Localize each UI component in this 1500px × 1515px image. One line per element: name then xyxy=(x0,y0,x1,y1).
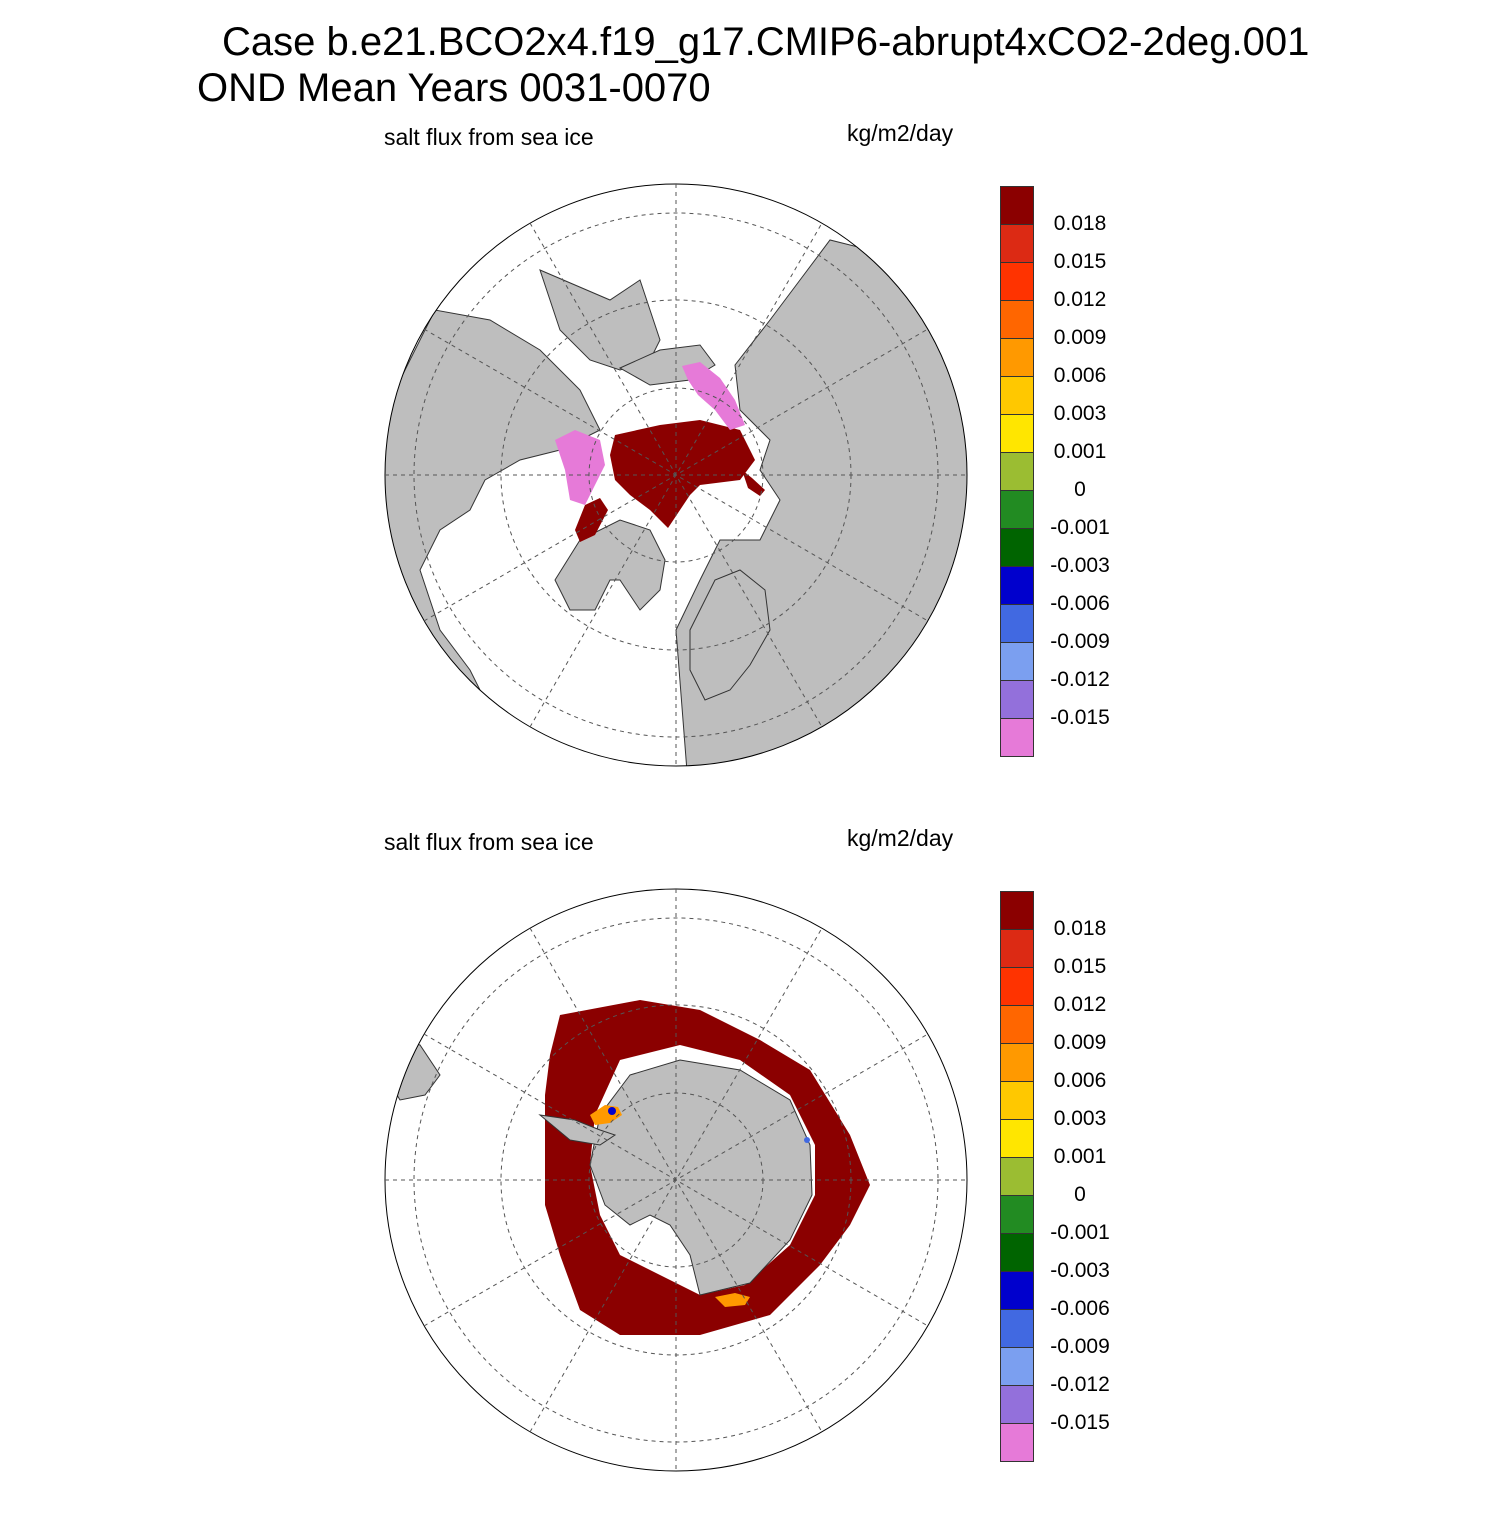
colorbar-tick-label: 0.018 xyxy=(1053,917,1107,940)
colorbar-swatch xyxy=(1000,1119,1034,1158)
salt-flux-coast-negative xyxy=(804,1137,810,1143)
colorbar-swatch xyxy=(1000,1347,1034,1386)
colorbar-swatch xyxy=(1000,967,1034,1006)
colorbar-swatch xyxy=(1000,262,1034,301)
colorbar-swatch xyxy=(1000,414,1034,453)
colorbar-swatch xyxy=(1000,1081,1034,1120)
north-polar-map xyxy=(384,183,968,767)
colorbar-tick-label: 0.015 xyxy=(1053,250,1107,273)
land-antarctica xyxy=(589,1059,813,1296)
colorbar-tick-label: 0.003 xyxy=(1053,402,1107,425)
colorbar-swatch xyxy=(1000,300,1034,339)
colorbar-swatch xyxy=(1000,929,1034,968)
colorbar-tick-label: 0.001 xyxy=(1053,1145,1107,1168)
colorbar-tick-label: -0.009 xyxy=(1050,630,1110,653)
colorbar-tick-label: -0.003 xyxy=(1050,554,1110,577)
figure-title: Case b.e21.BCO2x4.f19_g17.CMIP6-abrupt4x… xyxy=(222,20,1310,64)
north-polar-panel: salt flux from sea ice kg/m2/day xyxy=(0,110,1500,810)
south-polar-panel: salt flux from sea ice kg/m2/day xyxy=(0,815,1500,1515)
colorbar-swatch xyxy=(1000,186,1034,225)
variable-label: salt flux from sea ice xyxy=(384,124,594,150)
colorbar-tick-label: -0.003 xyxy=(1050,1259,1110,1282)
land-scandinavia xyxy=(689,569,771,701)
units-label: kg/m2/day xyxy=(847,120,954,146)
units-label: kg/m2/day xyxy=(847,825,954,851)
colorbar-tick-label: 0.003 xyxy=(1053,1107,1107,1130)
colorbar-tick-label: 0.015 xyxy=(1053,955,1107,978)
colorbar-tick-label: 0.012 xyxy=(1053,288,1107,311)
colorbar-swatch xyxy=(1000,528,1034,567)
south-polar-map xyxy=(384,888,968,1472)
colorbar-swatch xyxy=(1000,224,1034,263)
salt-flux-canadian-archipelago xyxy=(555,430,605,505)
colorbar-swatch xyxy=(1000,680,1034,719)
colorbar-swatch xyxy=(1000,1043,1034,1082)
colorbar-swatch xyxy=(1000,338,1034,377)
colorbar-tick-label: -0.001 xyxy=(1050,516,1110,539)
graticule xyxy=(385,184,967,766)
colorbar-swatch xyxy=(1000,718,1034,757)
colorbar-swatch xyxy=(1000,1195,1034,1234)
colorbar xyxy=(1000,186,1036,757)
colorbar-swatch xyxy=(1000,1309,1034,1348)
colorbar-tick-label: 0.009 xyxy=(1053,326,1107,349)
colorbar-tick-label: 0.009 xyxy=(1053,1031,1107,1054)
colorbar-tick-label: 0.006 xyxy=(1053,1069,1107,1092)
colorbar-swatch xyxy=(1000,1233,1034,1272)
colorbar-tick-label: 0.001 xyxy=(1053,440,1107,463)
colorbar-tick-label: -0.015 xyxy=(1050,1411,1110,1434)
variable-label: salt flux from sea ice xyxy=(384,829,594,855)
colorbar-tick-label: -0.012 xyxy=(1050,668,1110,691)
colorbar-swatch xyxy=(1000,891,1034,930)
colorbar-tick-label: 0.012 xyxy=(1053,993,1107,1016)
colorbar-swatch xyxy=(1000,1005,1034,1044)
colorbar-tick-label: -0.006 xyxy=(1050,592,1110,615)
colorbar-swatch xyxy=(1000,642,1034,681)
colorbar-tick-label: 0.018 xyxy=(1053,212,1107,235)
colorbar-swatch xyxy=(1000,452,1034,491)
graticule xyxy=(385,889,967,1471)
colorbar-swatch xyxy=(1000,376,1034,415)
salt-flux-baffin-bay xyxy=(575,498,608,542)
colorbar-tick-label: -0.001 xyxy=(1050,1221,1110,1244)
colorbar-tick-label: 0 xyxy=(1074,1183,1086,1206)
colorbar-swatch xyxy=(1000,566,1034,605)
figure-subtitle: OND Mean Years 0031-0070 xyxy=(197,66,711,110)
colorbar-swatch xyxy=(1000,1271,1034,1310)
salt-flux-ross-coast xyxy=(715,1293,750,1307)
land-antarctic-peninsula xyxy=(538,1114,617,1146)
colorbar-swatch xyxy=(1000,490,1034,529)
colorbar-tick-label: -0.006 xyxy=(1050,1297,1110,1320)
salt-flux-barents-edge xyxy=(682,362,745,430)
colorbar-swatch xyxy=(1000,604,1034,643)
colorbar-swatch xyxy=(1000,1385,1034,1424)
salt-flux-southern-ocean xyxy=(545,1000,870,1335)
colorbar-swatch xyxy=(1000,1423,1034,1462)
colorbar-tick-label: -0.009 xyxy=(1050,1335,1110,1358)
colorbar-tick-label: 0 xyxy=(1074,478,1086,501)
colorbar-tick-label: 0.006 xyxy=(1053,364,1107,387)
colorbar xyxy=(1000,891,1036,1462)
salt-flux-arctic-ocean xyxy=(610,420,755,528)
salt-flux-kara-edge xyxy=(742,470,765,496)
land-greenland xyxy=(554,519,666,611)
colorbar-tick-label: -0.012 xyxy=(1050,1373,1110,1396)
colorbar-tick-label: -0.015 xyxy=(1050,706,1110,729)
salt-flux-coast-negative xyxy=(608,1107,616,1115)
colorbar-swatch xyxy=(1000,1157,1034,1196)
